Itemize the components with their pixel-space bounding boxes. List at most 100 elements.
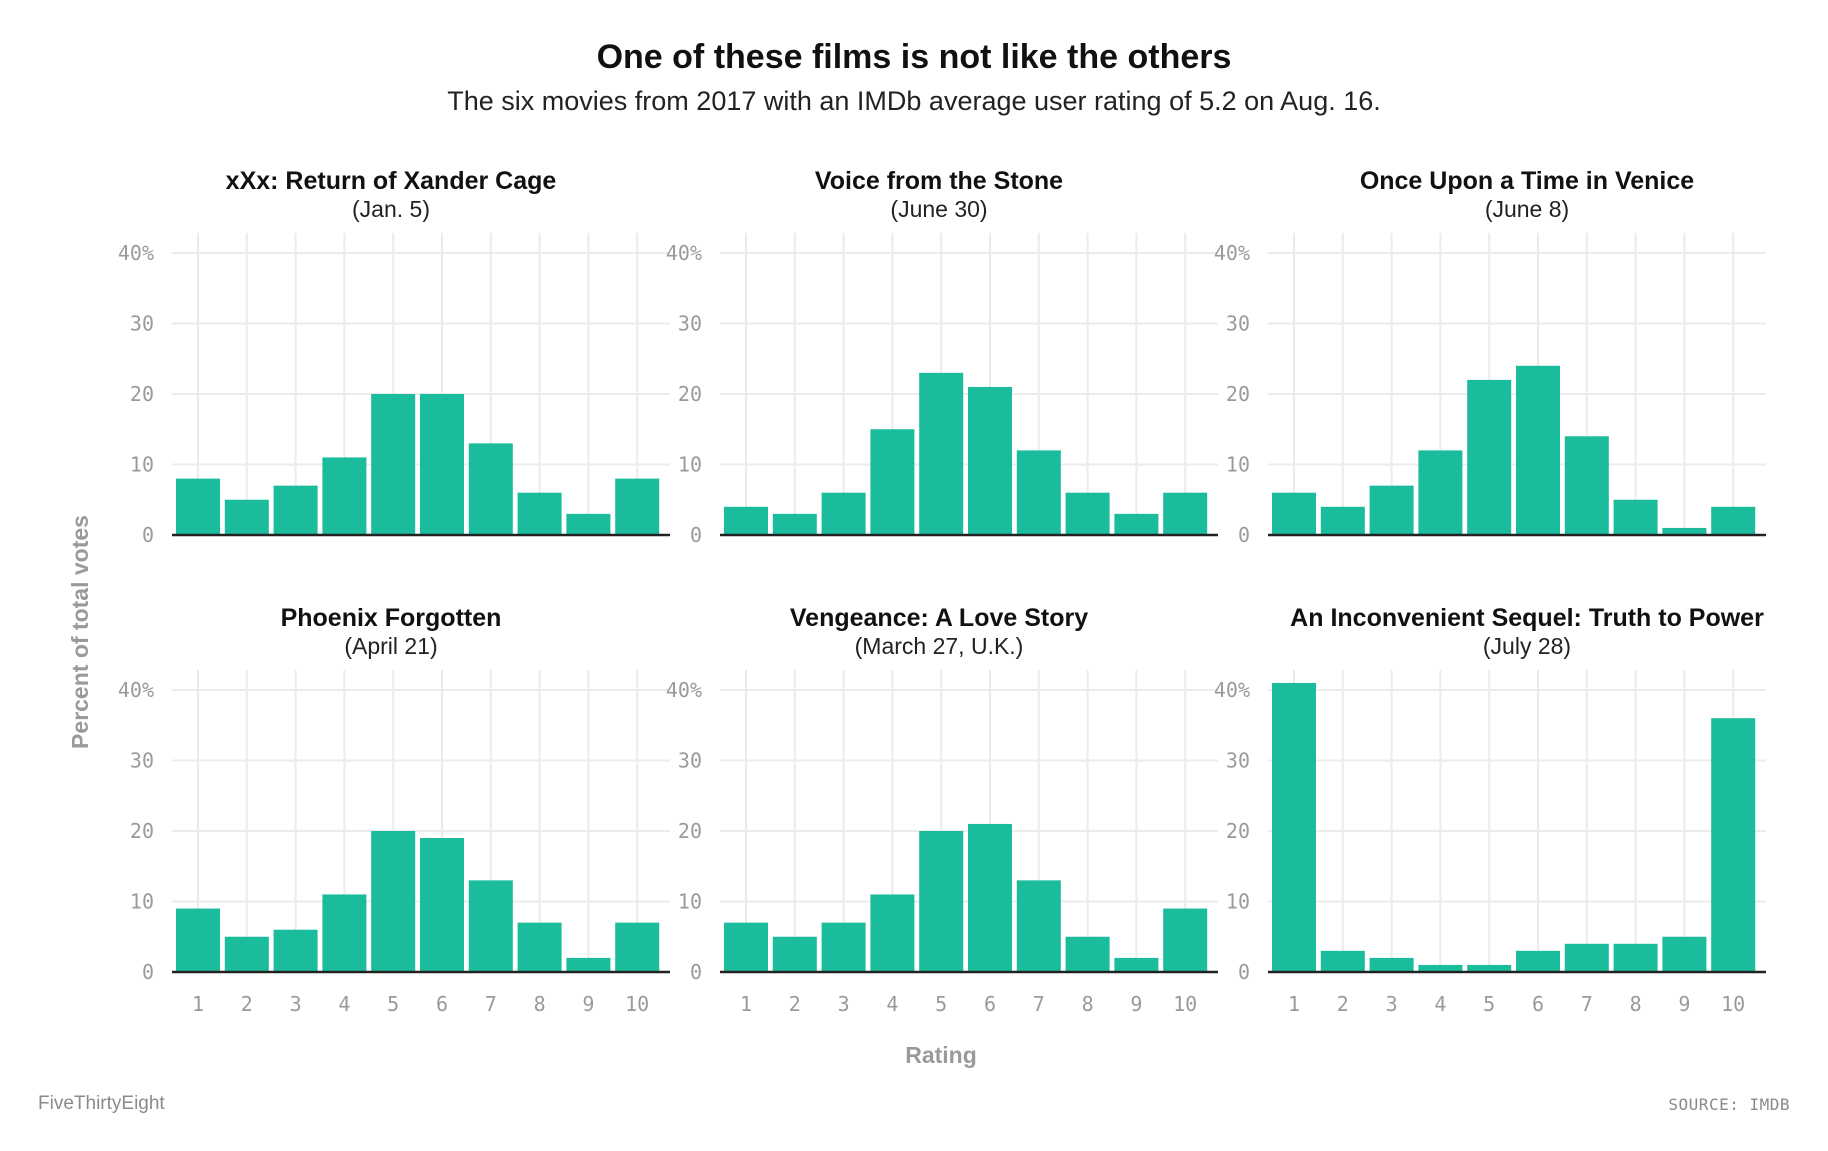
panel-1-ytick: 20 <box>130 382 154 406</box>
panel-2-bar-9 <box>1114 513 1159 535</box>
panel-3-bar-1 <box>1272 492 1316 535</box>
panel-4-title: Phoenix Forgotten <box>281 604 502 632</box>
panel-4-xtick: 5 <box>387 992 399 1016</box>
panel-5-xtick: 10 <box>1173 992 1197 1016</box>
panel-4-xtick: 4 <box>338 992 350 1016</box>
panel-3-ytick: 10 <box>1226 453 1250 477</box>
panel-6-bar-1 <box>1272 682 1316 972</box>
panel-5-xtick: 3 <box>838 992 850 1016</box>
panel-3-bar-5 <box>1467 379 1512 535</box>
panel-3-bar-2 <box>1320 506 1365 535</box>
panel-3-bar-6 <box>1516 365 1560 535</box>
panel-4-bar-5 <box>371 831 416 972</box>
panel-4-bar-8 <box>517 922 562 972</box>
panel-3-bar-8 <box>1613 499 1658 535</box>
panel-3-bar-9 <box>1662 527 1707 535</box>
panel-6-xtick: 6 <box>1532 992 1544 1016</box>
panel-1-bar-7 <box>468 443 513 535</box>
panel-2-bar-10 <box>1163 492 1208 535</box>
panel-6-xtick: 3 <box>1386 992 1398 1016</box>
brand-logo-text: FiveThirtyEight <box>38 1093 165 1114</box>
panel-6-bar-8 <box>1613 943 1658 972</box>
panel-4-bar-6 <box>420 838 464 972</box>
panel-1-ytick: 40% <box>118 241 154 265</box>
panel-3-bar-4 <box>1418 450 1463 535</box>
panel-4-bar-10 <box>615 922 660 972</box>
panel-5-ytick: 20 <box>678 819 702 843</box>
panel-5-xtick: 5 <box>935 992 947 1016</box>
panel-1-bar-2 <box>224 499 269 535</box>
panel-6-xtick: 1 <box>1288 992 1300 1016</box>
panel-6-bar-9 <box>1662 936 1707 972</box>
panel-2-title: Voice from the Stone <box>815 167 1063 195</box>
panel-5-xtick: 9 <box>1130 992 1142 1016</box>
panel-5-ytick: 10 <box>678 890 702 914</box>
panel-1-ytick: 10 <box>130 453 154 477</box>
panel-6-xtick: 9 <box>1678 992 1690 1016</box>
panel-4-bar-9 <box>566 957 611 972</box>
panel-4-bar-1 <box>176 908 220 972</box>
panel-5-bar-1 <box>724 922 768 972</box>
panel-5-bar-2 <box>772 936 817 972</box>
panel-4-xtick: 1 <box>192 992 204 1016</box>
panel-3-bar-3 <box>1369 485 1414 535</box>
panel-5-bar-5 <box>919 831 964 972</box>
panel-5-bar-7 <box>1016 880 1061 972</box>
panel-5-ytick: 30 <box>678 749 702 773</box>
panel-2-ytick: 10 <box>678 453 702 477</box>
panel-5-xtick: 8 <box>1082 992 1094 1016</box>
panel-6-bar-7 <box>1564 943 1609 972</box>
panel-5-xtick: 4 <box>886 992 898 1016</box>
panel-6-ytick: 40% <box>1214 678 1250 702</box>
panel-4-ytick: 20 <box>130 819 154 843</box>
panel-5-xtick: 6 <box>984 992 996 1016</box>
panel-2-bar-6 <box>968 386 1012 535</box>
panel-1-ytick: 0 <box>142 523 154 547</box>
panel-4-ytick: 40% <box>118 678 154 702</box>
panel-1-bar-5 <box>371 394 416 535</box>
panel-4-xtick: 10 <box>625 992 649 1016</box>
panel-1-bar-8 <box>517 492 562 535</box>
panel-6-bar-3 <box>1369 957 1414 972</box>
panel-3-title: Once Upon a Time in Venice <box>1360 167 1694 195</box>
panel-6-ytick: 0 <box>1238 960 1250 984</box>
panel-2-bar-2 <box>772 513 817 535</box>
panel-6-xtick: 2 <box>1337 992 1349 1016</box>
panel-6-xtick: 7 <box>1581 992 1593 1016</box>
panel-3-ytick: 40% <box>1214 241 1250 265</box>
panel-4-xtick: 3 <box>290 992 302 1016</box>
panel-3-bar-10 <box>1711 506 1756 535</box>
panel-4-subtitle: (April 21) <box>344 633 437 659</box>
panel-1-subtitle: (Jan. 5) <box>352 196 430 222</box>
chart-subtitle: The six movies from 2017 with an IMDb av… <box>447 86 1381 116</box>
x-axis-label: Rating <box>905 1042 977 1068</box>
panel-6-bar-4 <box>1418 964 1463 972</box>
panel-2-ytick: 40% <box>666 241 702 265</box>
panel-5-subtitle: (March 27, U.K.) <box>855 633 1024 659</box>
panel-4-xtick: 7 <box>485 992 497 1016</box>
panel-2-subtitle: (June 30) <box>890 196 987 222</box>
panel-1-ytick: 30 <box>130 312 154 336</box>
panel-5-xtick: 2 <box>789 992 801 1016</box>
panel-1-bar-6 <box>420 394 464 535</box>
panel-4-xtick: 8 <box>534 992 546 1016</box>
panel-2-bar-4 <box>870 429 915 535</box>
panel-6-title: An Inconvenient Sequel: Truth to Power <box>1290 604 1764 632</box>
panel-1-bar-1 <box>176 478 220 535</box>
panel-4-xtick: 2 <box>241 992 253 1016</box>
panel-6-xtick: 4 <box>1434 992 1446 1016</box>
panel-4-bar-2 <box>224 936 269 972</box>
panel-5-xtick: 1 <box>740 992 752 1016</box>
panel-4-bar-7 <box>468 880 513 972</box>
panel-4-xtick: 6 <box>436 992 448 1016</box>
panel-4-ytick: 10 <box>130 890 154 914</box>
panel-6-bar-5 <box>1467 964 1512 972</box>
panel-3-bar-7 <box>1564 436 1609 535</box>
panel-2-ytick: 20 <box>678 382 702 406</box>
panel-3-subtitle: (June 8) <box>1485 196 1569 222</box>
panel-1-bar-3 <box>273 485 318 535</box>
panel-6-bar-2 <box>1320 950 1365 972</box>
panel-2-bar-5 <box>919 372 964 535</box>
y-axis-label: Percent of total votes <box>67 515 93 749</box>
